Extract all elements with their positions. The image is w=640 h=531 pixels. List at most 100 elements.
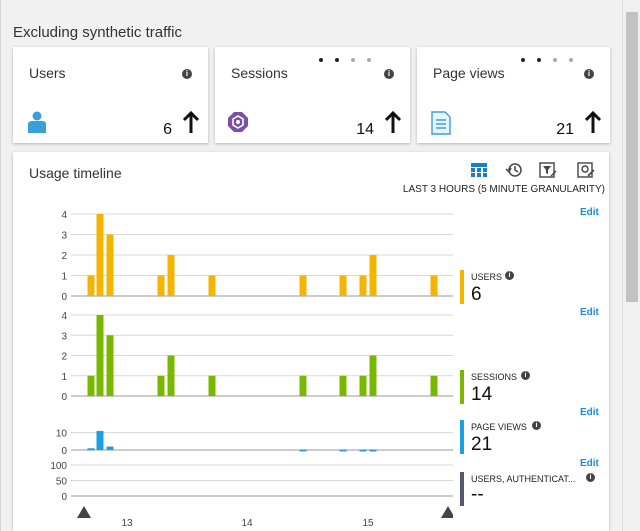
info-icon[interactable]: i (521, 371, 530, 380)
bar (96, 430, 104, 450)
bar (369, 255, 377, 296)
range-start-handle (77, 506, 91, 518)
y-tick-label: 4 (61, 210, 67, 221)
info-icon[interactable]: i (584, 69, 594, 79)
legend-name: SESSIONS (471, 372, 518, 382)
y-tick-label: 10 (56, 429, 68, 440)
bar (106, 446, 114, 450)
y-tick-label: 4 (61, 311, 67, 322)
y-tick-label: 0 (61, 392, 67, 403)
filter-icon[interactable] (539, 162, 557, 178)
x-tick-label: 15 (362, 518, 374, 529)
y-tick-label: 1 (61, 372, 67, 383)
y-tick-label: 3 (61, 231, 67, 242)
bar (299, 449, 307, 452)
bar (359, 375, 367, 396)
bar (208, 375, 216, 396)
info-icon[interactable]: i (586, 473, 595, 482)
arrow-up-icon (584, 111, 602, 133)
tile-label: Sessions (231, 65, 288, 81)
tile-value: 14 (356, 121, 374, 138)
info-icon[interactable]: i (532, 421, 541, 430)
y-tick-label: 100 (50, 461, 67, 472)
bar (369, 449, 377, 452)
bar (167, 255, 175, 296)
loading-dots (319, 49, 383, 67)
legend-name: USERS, AUTHENTICAT... (471, 474, 576, 484)
grid-icon[interactable] (471, 162, 487, 178)
legend-name: PAGE VIEWS (471, 422, 527, 432)
legend-value: -- (471, 484, 484, 505)
y-tick-label: 2 (61, 251, 67, 262)
bar (106, 335, 114, 396)
loading-dots (521, 49, 585, 67)
bar (339, 275, 347, 296)
bar (359, 449, 367, 452)
y-tick-label: 50 (56, 477, 68, 488)
arrow-up-icon (384, 111, 402, 133)
y-tick-label: 2 (61, 352, 67, 363)
users-tile[interactable]: Users i 6 (13, 47, 208, 143)
legend-value: 21 (471, 434, 493, 455)
bar (339, 375, 347, 396)
edit-link[interactable]: Edit (580, 458, 599, 469)
tile-label: Users (29, 65, 66, 81)
user-icon (28, 111, 46, 133)
users-legend-swatch (460, 270, 464, 304)
bar (167, 355, 175, 396)
bar (208, 275, 216, 296)
info-icon[interactable]: i (505, 271, 514, 280)
dashboard-frame: Excluding synthetic traffic Users i 6 Se… (0, 0, 610, 531)
edit-chart-icon[interactable] (577, 162, 595, 178)
history-icon[interactable] (505, 162, 523, 178)
bar (157, 275, 165, 296)
range-end-handle (441, 506, 453, 518)
edit-link[interactable]: Edit (580, 307, 599, 318)
sessions-tile[interactable]: Sessions i 14 (215, 47, 410, 143)
time-range-label[interactable]: LAST 3 HOURS (5 MINUTE GRANULARITY) (402, 184, 605, 195)
vertical-scrollbar[interactable] (622, 0, 640, 531)
page-icon (431, 111, 451, 135)
bar (339, 449, 347, 452)
bar (299, 275, 307, 296)
sessions-icon (228, 112, 248, 132)
y-tick-label: 3 (61, 331, 67, 342)
edit-link[interactable]: Edit (580, 407, 599, 418)
y-tick-label: 0 (61, 446, 67, 457)
bar (106, 234, 114, 296)
bar (430, 275, 438, 296)
bar (369, 355, 377, 396)
legend-value: 6 (471, 284, 482, 305)
bar (87, 448, 95, 451)
legend-value: 14 (471, 384, 493, 405)
bar (157, 375, 165, 396)
panel-title: Usage timeline (29, 165, 122, 181)
y-tick-label: 0 (61, 292, 67, 303)
tile-value: 21 (556, 121, 574, 138)
x-tick-label: 14 (241, 518, 253, 529)
info-icon[interactable]: i (182, 69, 192, 79)
bar (96, 315, 104, 396)
x-tick-label: 13 (121, 518, 133, 529)
info-icon[interactable]: i (384, 69, 394, 79)
arrow-up-icon (182, 111, 200, 133)
sessions-legend-swatch (460, 370, 464, 404)
usage-timeline-panel: Usage timeline LAST 3 HOURS (5 MINUTE GR… (13, 152, 609, 531)
bar (96, 214, 104, 296)
page-views-legend-swatch (460, 420, 464, 454)
page-views-tile[interactable]: Page views i 21 (417, 47, 610, 143)
y-tick-label: 0 (61, 492, 67, 503)
tile-label: Page views (433, 65, 505, 81)
y-tick-label: 1 (61, 272, 67, 283)
bar (299, 375, 307, 396)
scrollbar-thumb[interactable] (626, 12, 638, 302)
bar (430, 375, 438, 396)
legend-name: USERS (471, 272, 503, 282)
users-authenticated-legend-swatch (460, 472, 464, 506)
edit-link[interactable]: Edit (580, 207, 599, 218)
bar (359, 275, 367, 296)
tile-value: 6 (163, 121, 172, 138)
bar (87, 275, 95, 296)
bar (87, 375, 95, 396)
